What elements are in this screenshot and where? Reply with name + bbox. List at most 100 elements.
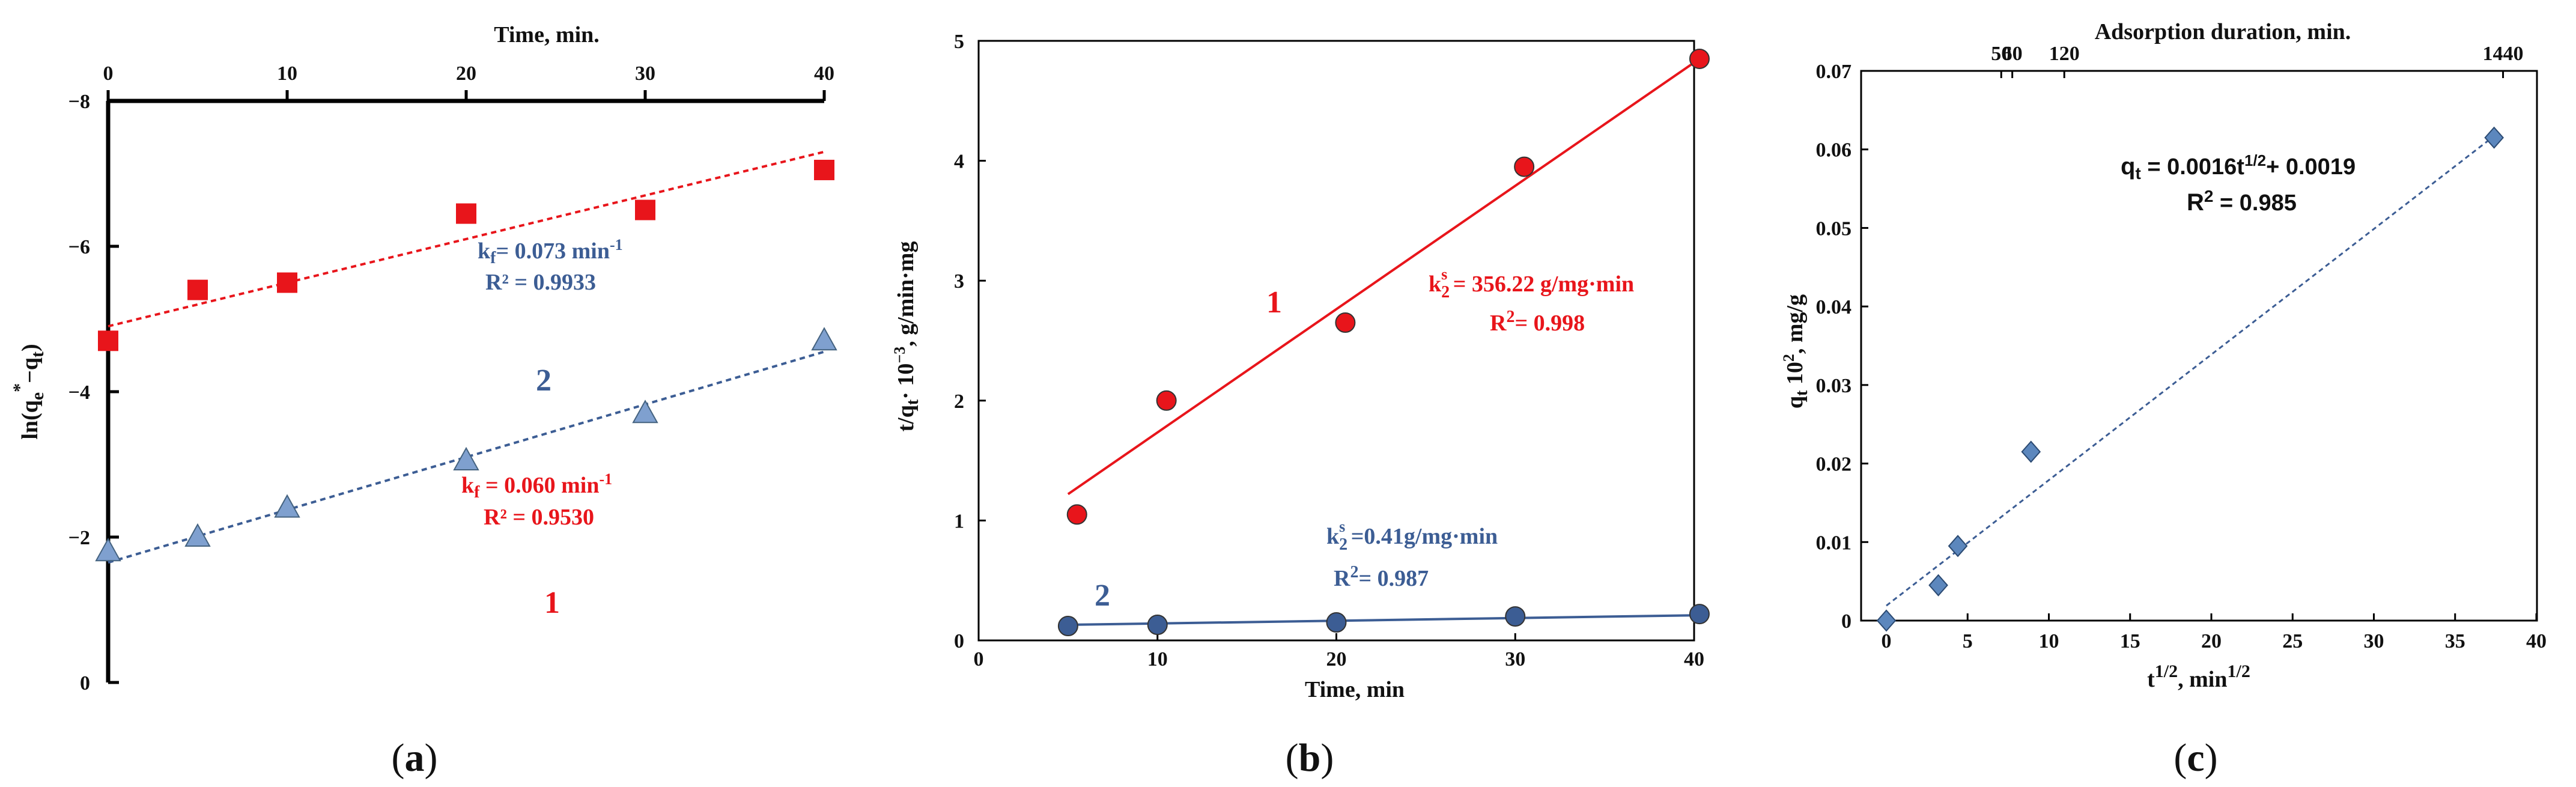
panel-b-annotation-k-2: k2s =0.41g/mg·min [1326, 518, 1498, 554]
panel-b-series-1-point [1156, 390, 1177, 411]
panel-c-point [1948, 535, 1968, 558]
panel-b-x-tick-label: 30 [1505, 648, 1525, 670]
panel-a-series-2-point [453, 446, 479, 470]
panel-c-y-tick-label: 0 [1841, 610, 1852, 633]
panel-b-x-tick-label: 10 [1147, 648, 1168, 670]
panel-c-top-tick-label: 50 [1991, 43, 2011, 65]
panel-c-y-tick-label: 0.05 [1816, 217, 1852, 240]
panel-c-y-tick-label: 0.02 [1816, 454, 1852, 476]
panel-b-series-2-point [1689, 604, 1710, 625]
panel-b-series-1-label: 1 [1266, 285, 1282, 320]
panel-c-xlabel: t1/2, min1/2 [2147, 661, 2250, 692]
panel-b-y-tick-label: 1 [954, 510, 964, 532]
panel-b-y-tick-label: 0 [954, 630, 964, 652]
panel-b-y-tick-label: 3 [954, 270, 964, 293]
chart-panel-b: 0 10 20 30 40 0 1 2 3 4 5 Time, min t/qt· 10−3, g/… [891, 31, 1710, 780]
panel-c-xtop-label: Adsorption duration, min. [2095, 19, 2351, 44]
panel-c-x-tick-label: 25 [2282, 630, 2303, 652]
panel-b-series-1-point [1066, 504, 1087, 525]
panel-c-r2: R2 = 0.985 [2187, 187, 2297, 216]
panel-a-x-tick-label: 10 [277, 62, 297, 85]
panel-a-series-2-point [184, 523, 211, 547]
panel-a-series-1-label: 1 [544, 586, 560, 620]
panel-b-annotation-k-1: k2s = 356.22 g/mg·min [1429, 266, 1634, 302]
panel-c-y-tick-label: 0.06 [1816, 139, 1852, 162]
panel-a-ylabel: ln(qe*−qt) [10, 344, 47, 439]
panel-b-series-1-fit-line [1067, 58, 1701, 496]
panel-a-xtop-label: Time, min. [494, 22, 600, 47]
panel-a-annotation-r2-2: R² = 0.9933 [485, 270, 596, 295]
panel-a-x-tick-label: 0 [103, 62, 114, 85]
panel-b-series-2-point [1326, 612, 1347, 633]
panel-a-series-1-point [187, 279, 208, 300]
panel-a-ticks: 0 10 20 30 40 0 −2 −4 −6 −8 [68, 62, 834, 694]
panel-c-point [1876, 609, 1897, 632]
panel-a-series-2-point [811, 327, 837, 351]
panel-c-y-tick-label: 0.07 [1816, 61, 1852, 83]
panel-b-y-tick-label: 2 [954, 390, 964, 413]
panel-a-x-tick-label: 20 [456, 62, 476, 85]
panel-b-marks [1057, 48, 1710, 637]
chart-panel-a: Time, min. 0 10 20 30 40 0 −2 −4 −6 −8 ln(qe*−qt)… [10, 22, 837, 780]
panel-c-x-tick-label: 30 [2364, 630, 2384, 652]
panel-a-x-tick-label: 30 [635, 62, 655, 85]
panel-a-y-tick-label: −4 [68, 381, 90, 404]
panel-a-x-tick-label: 40 [814, 62, 834, 85]
panel-b-x-tick-label: 0 [974, 648, 984, 670]
panel-c-y-tick-label: 0.04 [1816, 296, 1852, 318]
panel-a-series-2-label: 2 [536, 363, 551, 398]
panel-a-y-tick-label: −2 [68, 527, 90, 549]
panel-c-top-tick-label: 1440 [2483, 43, 2524, 65]
panel-b-y-tick-label: 4 [954, 151, 964, 173]
panel-c-x-tick-label: 5 [1963, 630, 1973, 652]
panel-a-marks [95, 150, 837, 564]
panel-a-y-tick-label: −6 [68, 236, 90, 258]
panel-b-series-2-point [1147, 615, 1168, 636]
panel-c-ticks: 0 5 10 15 20 25 30 35 40 0 0.01 0.02 0.03 0.04 0.05 0.0… [1816, 43, 2547, 652]
panel-c-x-tick-label: 40 [2526, 630, 2547, 652]
panel-c-x-tick-label: 35 [2445, 630, 2465, 652]
panel-c-top-tick-label: 120 [2049, 43, 2080, 65]
panel-c-point [2484, 126, 2505, 149]
panel-a-y-tick-label: 0 [80, 672, 90, 694]
panel-c-y-tick-label: 0.01 [1816, 532, 1852, 554]
panel-c-x-tick-label: 0 [1882, 630, 1892, 652]
panel-b-annotation-r2-2: R2= 0.987 [1334, 563, 1429, 591]
panel-b-ticks: 0 10 20 30 40 0 1 2 3 4 5 [954, 31, 1704, 670]
panel-b-frame [977, 40, 1695, 642]
panel-b-series-1-point [1514, 156, 1535, 177]
panel-b-series-2-label: 2 [1095, 579, 1110, 613]
panel-b-xlabel: Time, min [1305, 677, 1405, 702]
panel-c-point [1928, 574, 1948, 597]
panel-a-series-1-point [456, 203, 476, 224]
panel-a-y-tick-label: −8 [68, 91, 90, 113]
panel-b-series-2-point [1057, 616, 1078, 637]
panel-c-x-tick-label: 15 [2120, 630, 2140, 652]
panel-c-x-tick-label: 10 [2039, 630, 2059, 652]
panel-b-series-2-fit-line [1068, 614, 1700, 627]
panel-c-point [2021, 440, 2041, 463]
panel-a-annotation-k-2: kf= 0.073 min-1 [478, 236, 623, 267]
panel-b-y-tick-label: 5 [954, 31, 964, 53]
panel-c-frame [1860, 70, 2538, 622]
panel-b-label: (b) [1286, 736, 1334, 780]
panel-b-annotation-r2-1: R2= 0.998 [1490, 308, 1585, 336]
panel-c-marks [1876, 126, 2505, 632]
panel-a-series-1-point [635, 199, 655, 220]
panel-b-x-tick-label: 40 [1684, 648, 1704, 670]
panel-a-series-2-point [274, 494, 300, 518]
panel-a-series-1-point [277, 272, 297, 293]
panel-b-x-tick-label: 20 [1326, 648, 1347, 670]
panel-a-annotation-k-1: kf = 0.060 min-1 [461, 470, 612, 502]
panel-a-series-1-point [814, 159, 834, 180]
panel-b-series-1-point [1335, 312, 1356, 333]
panel-a-series-2-point [95, 538, 121, 562]
panel-c-label: (c) [2174, 736, 2217, 780]
panel-c-ylabel: qt 102, mg/g [1780, 294, 1811, 409]
panel-c-x-tick-label: 20 [2201, 630, 2222, 652]
panel-b-series-2-point [1505, 606, 1526, 627]
panel-a-series-2-point [632, 400, 658, 424]
chart-panel-c: Adsorption duration, min. 0 5 10 15 20 25 30 35… [1780, 19, 2547, 780]
panel-b-series-1-point [1689, 48, 1710, 69]
